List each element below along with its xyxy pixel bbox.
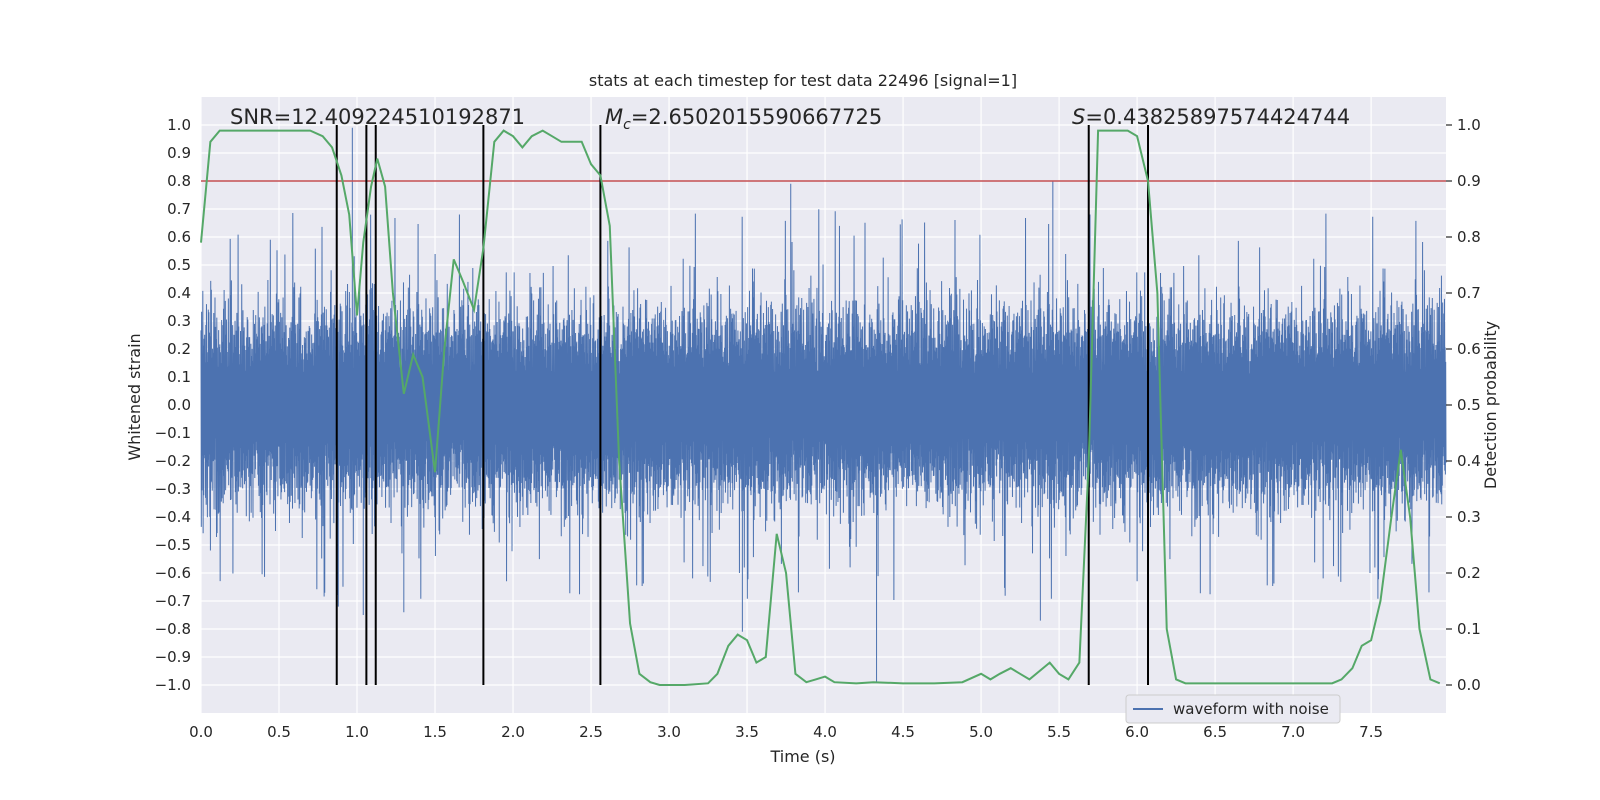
right-tick-label-8: 0.2 — [1457, 564, 1481, 582]
left-tick-label-19: −0.9 — [155, 648, 191, 666]
x-tick-label-10: 5.0 — [969, 723, 993, 741]
x-tick-label-5: 2.5 — [579, 723, 603, 741]
left-axis-ticks: 1.0 0.9 0.8 0.7 0.6 0.5 0.4 0.3 0.2 0.1 0.0 −0.1 −0.… — [155, 116, 191, 694]
right-tick-label-4: 0.6 — [1457, 340, 1481, 358]
right-axis-ticks: 1.0 0.9 0.8 0.7 0.6 0.5 0.4 0.3 0.2 0.1 0.0 — [1446, 116, 1481, 694]
left-axis-label: Whitened strain — [125, 333, 144, 460]
left-tick-label-10: 0.0 — [167, 396, 191, 414]
legend-label-waveform: waveform with noise — [1173, 700, 1329, 718]
right-tick-label-3: 0.7 — [1457, 284, 1481, 302]
x-tick-label-9: 4.5 — [891, 723, 915, 741]
left-tick-label-14: −0.4 — [155, 508, 191, 526]
x-tick-label-12: 6.0 — [1125, 723, 1149, 741]
x-tick-label-1: 0.5 — [267, 723, 291, 741]
left-tick-label-15: −0.5 — [155, 536, 191, 554]
x-axis-ticks: 0.0 0.5 1.0 1.5 2.0 2.5 3.0 3.5 4.0 4.5 5.0 5.5 6.0 6… — [189, 723, 1383, 741]
right-tick-label-5: 0.5 — [1457, 396, 1481, 414]
left-tick-label-13: −0.3 — [155, 480, 191, 498]
x-tick-label-4: 2.0 — [501, 723, 525, 741]
chart-title: stats at each timestep for test data 224… — [589, 71, 1017, 90]
plot-content — [200, 125, 1447, 686]
x-tick-label-15: 7.5 — [1359, 723, 1383, 741]
x-tick-label-11: 5.5 — [1047, 723, 1071, 741]
right-tick-label-10: 0.0 — [1457, 676, 1481, 694]
right-tick-label-1: 0.9 — [1457, 172, 1481, 190]
x-tick-label-0: 0.0 — [189, 723, 213, 741]
right-tick-label-6: 0.4 — [1457, 452, 1481, 470]
left-tick-label-11: −0.1 — [155, 424, 191, 442]
left-tick-label-16: −0.6 — [155, 564, 191, 582]
x-tick-label-8: 4.0 — [813, 723, 837, 741]
left-tick-label-3: 0.7 — [167, 200, 191, 218]
right-tick-label-7: 0.3 — [1457, 508, 1481, 526]
chirp-mass-symbol: M — [605, 105, 623, 129]
left-tick-label-0: 1.0 — [167, 116, 191, 134]
left-tick-label-5: 0.5 — [167, 256, 191, 274]
left-tick-label-20: −1.0 — [155, 676, 191, 694]
s-symbol: S — [1072, 105, 1085, 129]
left-tick-label-9: 0.1 — [167, 368, 191, 386]
left-tick-label-12: −0.2 — [155, 452, 191, 470]
right-axis-label: Detection probability — [1481, 321, 1500, 489]
chirp-mass-value: =2.6502015590667725 — [631, 105, 882, 129]
right-tick-label-0: 1.0 — [1457, 116, 1481, 134]
chirp-mass-annotation: Mc=2.6502015590667725 — [605, 105, 882, 133]
left-tick-label-7: 0.3 — [167, 312, 191, 330]
right-tick-label-9: 0.1 — [1457, 620, 1481, 638]
left-tick-label-6: 0.4 — [167, 284, 191, 302]
s-value: =0.43825897574424744 — [1085, 105, 1350, 129]
x-tick-label-7: 3.5 — [735, 723, 759, 741]
chirp-mass-subscript: c — [623, 117, 631, 133]
left-tick-label-8: 0.2 — [167, 340, 191, 358]
x-tick-label-3: 1.5 — [423, 723, 447, 741]
legend: waveform with noise — [1125, 694, 1341, 724]
left-tick-label-4: 0.6 — [167, 228, 191, 246]
left-tick-label-18: −0.8 — [155, 620, 191, 638]
snr-annotation: SNR=12.409224510192871 — [230, 105, 525, 129]
x-tick-label-13: 6.5 — [1203, 723, 1227, 741]
left-tick-label-1: 0.9 — [167, 144, 191, 162]
x-tick-label-2: 1.0 — [345, 723, 369, 741]
legend-box — [1125, 694, 1341, 724]
left-tick-label-17: −0.7 — [155, 592, 191, 610]
x-tick-label-6: 3.0 — [657, 723, 681, 741]
left-tick-label-2: 0.8 — [167, 172, 191, 190]
x-axis-label: Time (s) — [769, 747, 835, 766]
probability-series — [200, 129, 1441, 686]
s-annotation: S=0.43825897574424744 — [1072, 105, 1350, 129]
right-tick-label-2: 0.8 — [1457, 228, 1481, 246]
x-tick-label-14: 7.0 — [1281, 723, 1305, 741]
